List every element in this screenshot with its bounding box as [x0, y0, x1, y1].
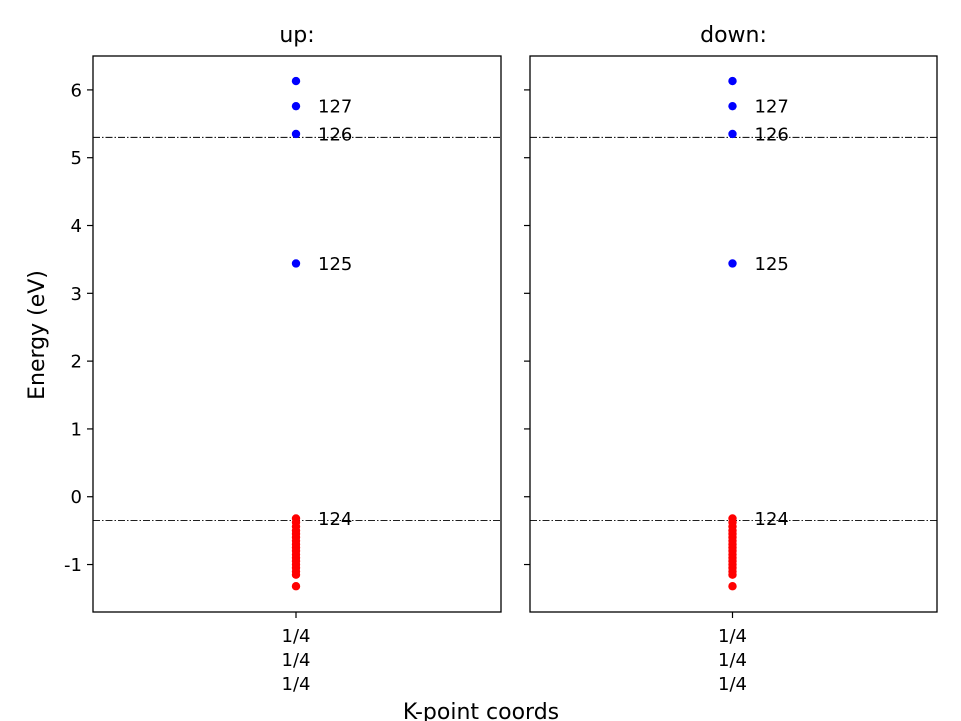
x-tick-label: 1/4	[282, 674, 311, 695]
unoccupied-band-point	[728, 101, 737, 111]
unoccupied-band-point	[291, 129, 301, 139]
unoccupied-band-point	[291, 101, 301, 111]
y-tick-label: 3	[71, 284, 82, 305]
occupied-band-point	[291, 582, 301, 591]
panel-1: down: 1/4 1/4 1/4 127 126 125 124	[524, 23, 938, 695]
band-index-label: 125	[318, 254, 352, 275]
band-index-label: 126	[318, 124, 352, 145]
occupied-band-point	[728, 582, 737, 591]
occupied-band-point	[291, 570, 301, 579]
unoccupied-band-point	[728, 259, 737, 268]
panel-title: down:	[700, 23, 767, 48]
x-tick-label: 1/4	[282, 626, 311, 647]
unoccupied-band-point	[291, 76, 301, 86]
band-index-label: 127	[755, 97, 789, 118]
y-tick-label: 4	[71, 216, 82, 237]
panels: up: 6 5 4 3 2 1 0 -1 1/4 1/4 1/4 127 126 125 124 down: 1/…	[64, 23, 938, 695]
y-axis-label: Energy (eV)	[25, 270, 50, 400]
y-tick-label: 6	[71, 80, 82, 101]
plot-frame	[92, 55, 502, 613]
band-index-label: 126	[755, 124, 789, 145]
occupied-band-point	[728, 570, 737, 579]
y-tick-label: 2	[71, 352, 82, 373]
y-tick-label: -1	[64, 555, 82, 576]
y-tick-label: 0	[71, 487, 82, 508]
y-tick-label: 5	[71, 148, 82, 169]
x-tick-label: 1/4	[282, 650, 311, 671]
unoccupied-band-point	[728, 76, 737, 86]
band-index-label: 125	[755, 254, 789, 275]
unoccupied-band-point	[728, 129, 737, 139]
y-tick-label: 1	[71, 419, 82, 440]
x-tick-label: 1/4	[718, 650, 747, 671]
x-axis-label: K-point coords	[403, 700, 559, 721]
panel-0: up: 6 5 4 3 2 1 0 -1 1/4 1/4 1/4 127 126 125 124	[64, 23, 502, 695]
x-tick-label: 1/4	[718, 674, 747, 695]
band-index-label: 124	[755, 509, 789, 530]
band-index-label: 127	[318, 97, 352, 118]
x-tick-label: 1/4	[718, 626, 747, 647]
band-index-label: 124	[318, 509, 352, 530]
panel-title: up:	[279, 23, 314, 48]
plot-frame	[529, 55, 938, 613]
unoccupied-band-point	[291, 259, 301, 268]
